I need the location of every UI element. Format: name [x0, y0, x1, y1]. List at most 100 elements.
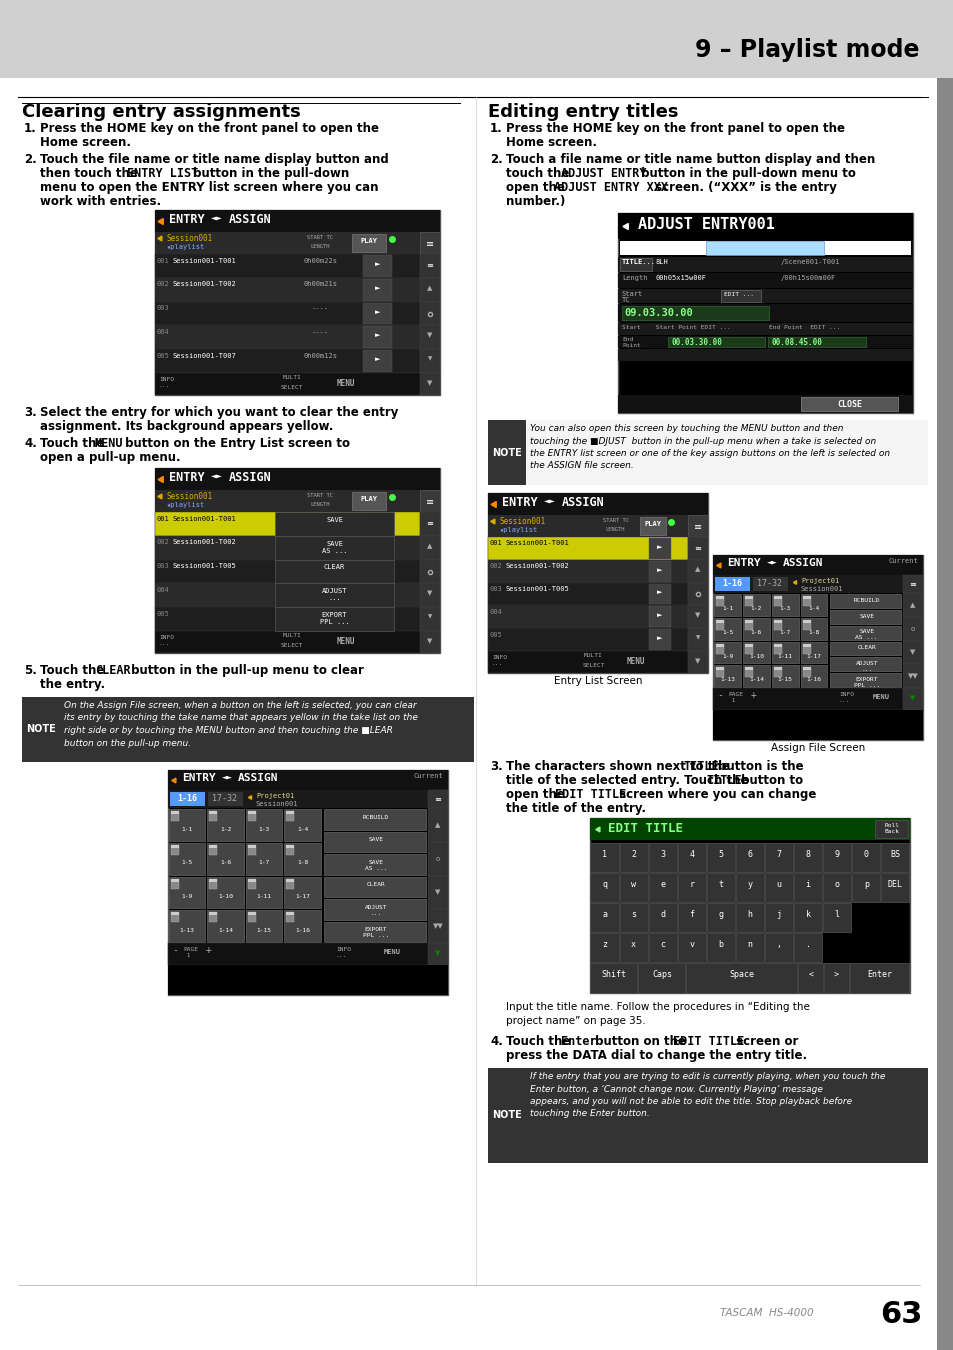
Text: MENU: MENU	[872, 694, 888, 701]
Bar	[648, 560, 670, 582]
Bar	[210, 811, 217, 821]
Bar	[363, 327, 391, 348]
Bar	[618, 323, 912, 335]
Text: 4: 4	[689, 849, 694, 859]
Bar	[488, 651, 707, 674]
Bar	[419, 232, 439, 254]
Text: t: t	[718, 880, 722, 888]
Text: ◄►: ◄►	[211, 213, 222, 223]
Bar	[286, 811, 294, 814]
Text: -: -	[717, 690, 722, 701]
Bar	[154, 630, 439, 653]
Bar	[822, 872, 850, 902]
Text: c: c	[659, 940, 664, 949]
Bar	[619, 258, 651, 271]
Bar	[274, 536, 394, 560]
Bar	[590, 842, 618, 872]
Bar	[170, 792, 205, 806]
Text: /00h15s00m00F: /00h15s00m00F	[780, 275, 835, 281]
Bar	[286, 913, 294, 922]
Text: 1-7: 1-7	[258, 860, 270, 865]
Text: the ENTRY list screen or one of the key assign buttons on the left is selected o: the ENTRY list screen or one of the key …	[530, 450, 889, 458]
Bar	[0, 0, 953, 78]
Text: Session001-T002: Session001-T002	[505, 563, 569, 570]
Bar	[618, 842, 647, 872]
Bar	[488, 420, 525, 485]
Text: e: e	[659, 880, 664, 888]
Text: 1-16: 1-16	[721, 579, 741, 589]
Bar	[744, 595, 752, 606]
Bar	[589, 818, 909, 840]
Text: PLAY: PLAY	[360, 238, 376, 244]
Text: Assign File Screen: Assign File Screen	[770, 743, 864, 753]
Text: l: l	[834, 910, 839, 919]
Text: Session001: Session001	[255, 801, 298, 807]
Text: ----: ----	[312, 305, 329, 310]
Bar	[428, 944, 448, 965]
Bar	[902, 617, 923, 640]
Text: ▼: ▼	[909, 695, 915, 701]
Text: ▼: ▼	[428, 614, 432, 620]
Bar	[324, 832, 426, 852]
Text: Session001-T007: Session001-T007	[172, 352, 236, 359]
Text: j: j	[776, 910, 781, 919]
Text: 1-1: 1-1	[721, 606, 732, 612]
Text: the entry.: the entry.	[40, 678, 105, 691]
Text: 1-14: 1-14	[748, 678, 763, 682]
Text: ▼: ▼	[428, 356, 432, 362]
Text: .: .	[805, 940, 810, 949]
Bar	[154, 512, 419, 536]
Bar	[648, 903, 676, 932]
Bar	[801, 644, 810, 653]
Text: The characters shown next to the: The characters shown next to the	[505, 760, 733, 774]
Bar	[169, 876, 205, 909]
Bar	[712, 710, 923, 740]
Bar	[618, 273, 912, 288]
Text: Start: Start	[621, 292, 642, 297]
Text: EDIT ...: EDIT ...	[723, 292, 754, 297]
Text: ◄►: ◄►	[766, 558, 777, 567]
Text: SAVE: SAVE	[326, 517, 343, 522]
Text: 9: 9	[834, 849, 839, 859]
Text: 005: 005	[490, 632, 502, 637]
Text: ►: ►	[657, 613, 661, 618]
Text: 1-7: 1-7	[779, 630, 790, 634]
Bar	[793, 842, 821, 872]
Text: Select the entry for which you want to clear the entry: Select the entry for which you want to c…	[40, 406, 398, 418]
Text: ▲: ▲	[909, 602, 915, 608]
Text: 004: 004	[490, 609, 502, 614]
Text: 1-17: 1-17	[805, 653, 821, 659]
Bar	[171, 845, 179, 855]
Text: 1-8: 1-8	[807, 630, 819, 634]
Text: NOTE: NOTE	[492, 447, 521, 458]
Bar	[716, 667, 723, 670]
Text: i: i	[805, 880, 810, 888]
Text: button in the pull-down menu to: button in the pull-down menu to	[637, 167, 855, 180]
Text: Touch the: Touch the	[505, 1035, 574, 1048]
Bar	[419, 536, 439, 560]
Bar	[324, 855, 426, 875]
Text: SAVE
AS ...: SAVE AS ...	[364, 860, 387, 871]
Text: LENGTH: LENGTH	[311, 244, 330, 248]
Bar	[764, 903, 792, 932]
Text: button is the: button is the	[713, 760, 802, 774]
Bar	[716, 620, 723, 629]
Bar	[716, 620, 723, 622]
Bar	[713, 666, 740, 687]
Bar	[22, 697, 60, 761]
Text: Session001: Session001	[167, 234, 213, 243]
Text: Home screen.: Home screen.	[40, 136, 131, 148]
Bar	[618, 213, 912, 413]
Bar	[618, 289, 912, 302]
Bar	[686, 964, 797, 992]
Text: CLEAR: CLEAR	[324, 564, 345, 570]
Text: ★playlist: ★playlist	[167, 244, 205, 250]
Bar	[881, 842, 908, 872]
Text: PAGE
 1: PAGE 1	[727, 693, 742, 703]
Bar	[248, 913, 255, 922]
Text: +: +	[750, 690, 756, 701]
Bar	[590, 872, 618, 902]
Bar	[363, 537, 391, 559]
Text: On the Assign File screen, when a button on the left is selected, you can clear: On the Assign File screen, when a button…	[64, 701, 416, 710]
Text: Touch a file name or title name button display and then: Touch a file name or title name button d…	[505, 153, 874, 166]
